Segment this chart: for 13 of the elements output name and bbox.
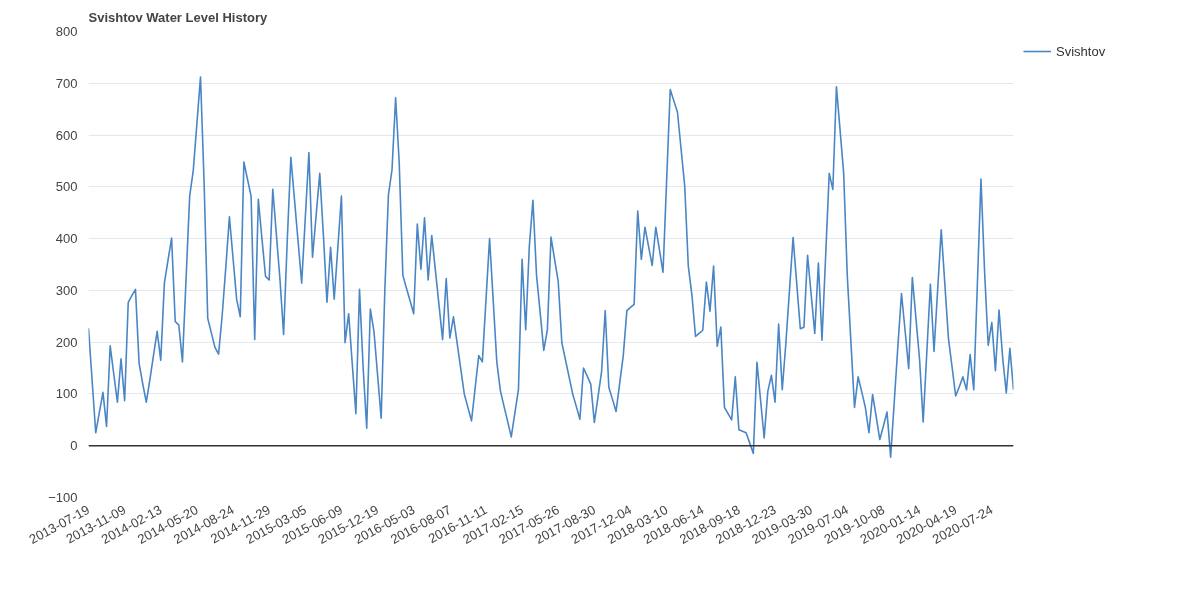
y-tick-label: 100 xyxy=(55,386,78,402)
chart-title: Svishtov Water Level History xyxy=(88,9,268,25)
y-tick-label: 700 xyxy=(55,75,78,91)
y-tick-label: 200 xyxy=(55,334,78,350)
y-tick-label: 600 xyxy=(55,127,78,143)
legend-label: Svishtov xyxy=(1056,43,1106,59)
y-tick-label: 500 xyxy=(55,179,78,195)
y-tick-label: 800 xyxy=(55,24,78,39)
y-tick-label: 0 xyxy=(70,438,78,454)
y-tick-label: 300 xyxy=(55,282,78,298)
y-tick-label: −100 xyxy=(48,490,78,505)
line-series xyxy=(88,76,1014,458)
y-tick-label: 400 xyxy=(55,231,78,247)
